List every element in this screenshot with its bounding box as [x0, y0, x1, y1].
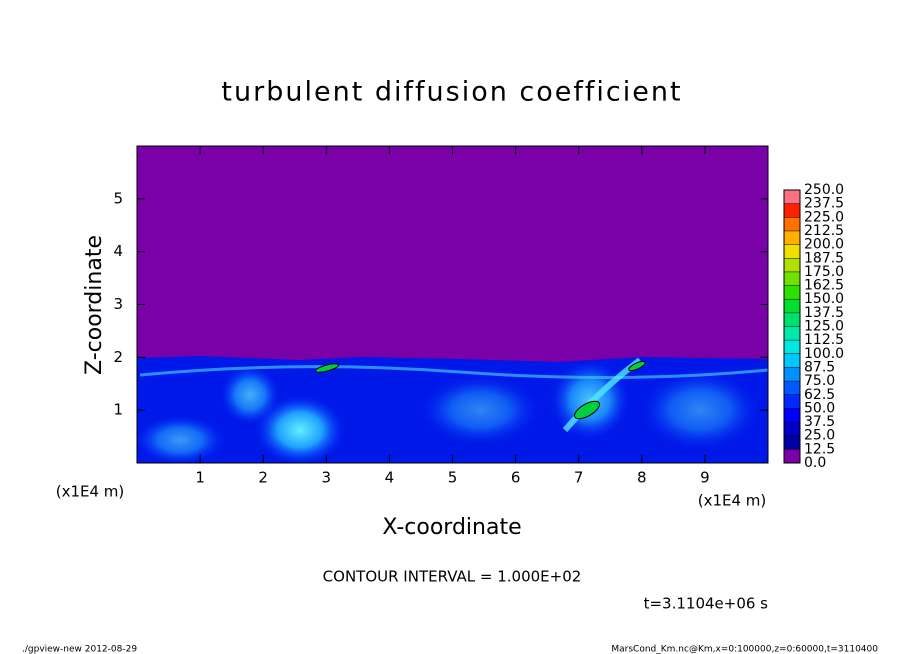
y-axis-label: Z-coordinate	[82, 235, 107, 375]
colorbar-tick-label: 0.0	[804, 455, 826, 471]
colorbar-tick-label: 200.0	[804, 237, 844, 253]
field-swirl	[137, 415, 225, 463]
y-unit-label: (x1E4 m)	[56, 483, 125, 501]
colorbar-band	[784, 394, 800, 409]
colorbar-tick-label: 225.0	[804, 209, 844, 225]
colorbar-tick-label: 25.0	[804, 428, 835, 444]
colorbar-band	[784, 449, 800, 463]
colorbar-tick-label: 250.0	[804, 182, 844, 198]
colorbar-tick-label: 50.0	[804, 400, 835, 416]
x-tick-label: 9	[700, 469, 710, 487]
field-swirl	[255, 395, 345, 463]
x-tick-label: 7	[574, 469, 584, 487]
colorbar-tick-label: 37.5	[804, 414, 835, 430]
colorbar-tick-label: 150.0	[804, 291, 844, 307]
field-swirl	[420, 375, 540, 445]
time-label: t=3.1104e+06 s	[644, 595, 769, 613]
colorbar-band	[784, 299, 800, 313]
colorbar-tick-label: 137.5	[804, 305, 844, 321]
colorbar-band	[784, 381, 800, 395]
y-tick-label: 5	[113, 189, 123, 207]
colorbar-band	[784, 217, 800, 231]
colorbar-band	[784, 190, 800, 204]
x-tick-label: 1	[195, 469, 205, 487]
colorbar-tick-label: 125.0	[804, 319, 844, 335]
colorbar-band	[784, 258, 800, 272]
colorbar-band	[784, 244, 800, 259]
colorbar-tick-label: 62.5	[804, 387, 835, 403]
footer-right: MarsCond_Km.nc@Km,x=0:100000,z=0:60000,t…	[611, 645, 878, 654]
y-tick-label: 2	[113, 348, 123, 366]
field-patch	[314, 363, 340, 373]
field-patch	[574, 400, 600, 420]
colorbar-band	[784, 285, 800, 300]
colorbar-band	[784, 326, 800, 341]
field-swirl	[640, 370, 760, 450]
field-patch	[628, 360, 646, 372]
x-tick-label: 3	[322, 469, 332, 487]
contour-interval: CONTOUR INTERVAL = 1.000E+02	[323, 568, 582, 586]
x-tick-label: 5	[448, 469, 458, 487]
y-tick-label: 1	[113, 401, 123, 419]
colorbar-band	[784, 435, 800, 450]
y-tick-label: 3	[113, 295, 123, 313]
field	[137, 146, 768, 463]
colorbar-tick-label: 75.0	[804, 373, 835, 389]
colorbar-tick-label: 187.5	[804, 250, 844, 266]
colorbar-band	[784, 408, 800, 423]
field-swirl	[220, 365, 280, 425]
colorbar-band	[784, 367, 800, 382]
field-streak	[139, 365, 768, 380]
colorbar-tick-label: 87.5	[804, 359, 835, 375]
colorbar-tick-label: 237.5	[804, 196, 844, 212]
footer-left: ./gpview-new 2012-08-29	[22, 645, 137, 654]
x-unit-label: (x1E4 m)	[698, 492, 767, 510]
colorbar-band	[784, 230, 800, 245]
x-tick-label: 8	[637, 469, 647, 487]
x-tick-label: 6	[511, 469, 521, 487]
colorbar-band	[784, 312, 800, 327]
colorbar-tick-label: 175.0	[804, 264, 844, 280]
x-axis-label: X-coordinate	[382, 515, 521, 540]
colorbar-tick-label: 212.5	[804, 223, 844, 239]
colorbar-band	[784, 271, 800, 286]
colorbar-band	[784, 422, 800, 436]
colorbar-tick-label: 100.0	[804, 346, 844, 362]
colorbar-band	[784, 353, 800, 368]
x-tick-label: 2	[258, 469, 268, 487]
colorbar-band	[784, 340, 800, 354]
colorbar-tick-label: 12.5	[804, 441, 835, 457]
x-tick-label: 4	[385, 469, 395, 487]
colorbar-band	[784, 203, 800, 218]
colorbar-tick-label: 112.5	[804, 332, 844, 348]
chart-title: turbulent diffusion coefficient	[221, 77, 682, 108]
y-tick-label: 4	[113, 242, 123, 260]
colorbar-tick-label: 162.5	[804, 278, 844, 294]
